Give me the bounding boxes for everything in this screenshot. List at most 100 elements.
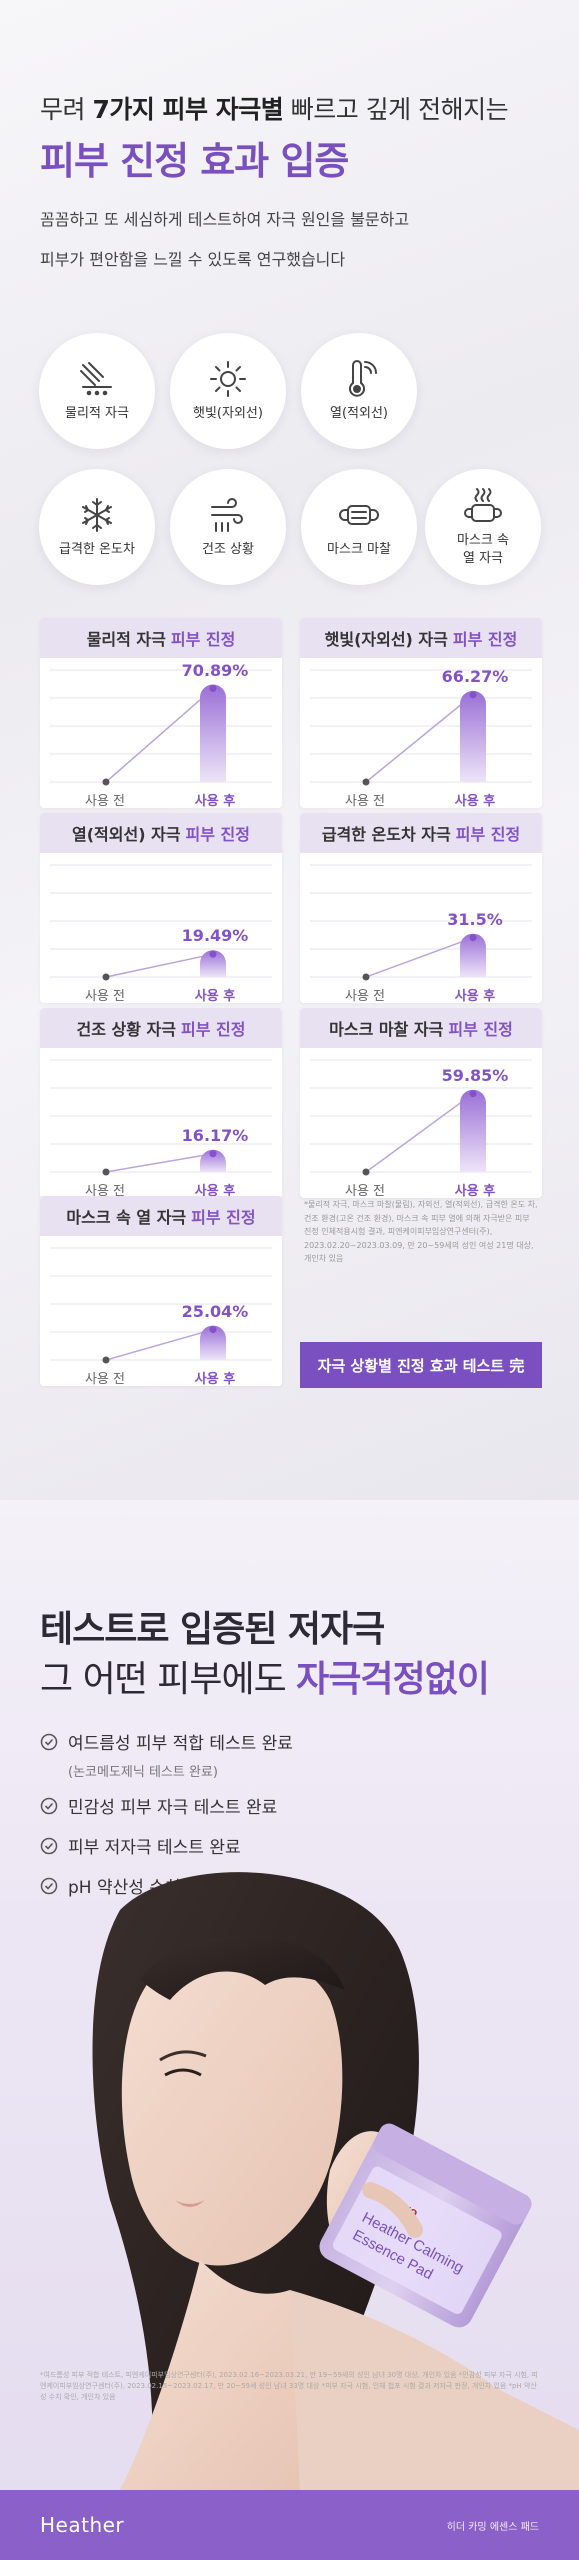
check-circle-icon (40, 1733, 58, 1750)
result-value: 25.04% (181, 1301, 249, 1321)
after-label: 사용 후 (454, 1184, 496, 1198)
result-chart (50, 864, 272, 981)
result-card-title: 급격한 온도차 자극 피부 진정 (300, 813, 542, 853)
test-footnote: *물리적 자극, 마스크 마찰(물림), 자외선, 열(적외선), 급격한 온도… (304, 1200, 538, 1264)
after-bar (460, 933, 486, 977)
check-item: 여드름성 피부 적합 테스트 완료 (40, 1729, 293, 1754)
low-irritation-subtitle: 그 어떤 피부에도 자극걱정없이 (40, 1659, 490, 1700)
after-bar (200, 1325, 226, 1360)
headline-line-1: 무려 7가지 피부 자극별 빠르고 깊게 전해지는 (40, 95, 509, 124)
after-point (469, 691, 477, 699)
after-label: 사용 후 (454, 989, 496, 1003)
mask-heat-icon (464, 488, 502, 523)
stimulus-mask-heat: 마스크 속 열 자극 (425, 469, 541, 585)
trend-line (105, 1328, 214, 1361)
after-label: 사용 후 (194, 794, 236, 808)
trend-line (105, 953, 214, 978)
result-chart (50, 669, 272, 786)
result-card: 마스크 마찰 자극 피부 진정 59.85% 사용 전 사용 후 (300, 1008, 542, 1198)
result-card: 열(적외선) 자극 피부 진정 19.49% 사용 전 사용 후 (40, 813, 282, 1003)
result-card-title: 마스크 마찰 자극 피부 진정 (300, 1008, 542, 1048)
after-point (209, 1326, 217, 1334)
sun-icon (210, 361, 246, 398)
thermometer-icon (349, 360, 377, 397)
result-value: 16.17% (181, 1125, 249, 1145)
snowflake-icon (82, 498, 112, 533)
model-photo: ma:nyo Heather Calming Essence Pad (0, 1870, 579, 2490)
check-item: 민감성 피부 자극 테스트 완료 (40, 1793, 277, 1818)
result-card: 마스크 속 열 자극 피부 진정 25.04% 사용 전 사용 후 (40, 1196, 282, 1386)
check-circle-icon (40, 1877, 58, 1894)
before-point (362, 778, 370, 786)
stimulus-mask-heat-label: 마스크 속 열 자극 (457, 533, 509, 566)
result-card: 건조 상황 자극 피부 진정 16.17% 사용 전 사용 후 (40, 1008, 282, 1198)
check-circle-icon (40, 1837, 58, 1854)
result-card: 햇빛(자외선) 자극 피부 진정 66.27% 사용 전 사용 후 (300, 618, 542, 808)
after-point (209, 685, 217, 693)
before-label: 사용 전 (84, 989, 125, 1003)
after-label: 사용 후 (194, 989, 236, 1003)
result-value: 19.49% (181, 926, 249, 946)
mask-icon (339, 505, 379, 526)
before-label: 사용 전 (344, 794, 385, 808)
after-bar (200, 684, 226, 782)
wind-icon (211, 498, 243, 533)
after-bar (460, 690, 486, 782)
footer-product-name: 히더 카밍 에센스 패드 (446, 2521, 539, 2533)
after-bar (200, 1149, 226, 1172)
result-value: 31.5% (447, 909, 503, 929)
after-label: 사용 후 (194, 1184, 236, 1198)
physical-stimulus-icon (80, 362, 112, 396)
result-chart (310, 864, 532, 981)
trend-line (365, 694, 474, 783)
after-bar (460, 1089, 486, 1172)
check-circle-icon (40, 1797, 58, 1814)
after-point (469, 934, 477, 942)
stimulus-temperature-change: 급격한 온도차 (39, 469, 155, 585)
trend-line (365, 936, 474, 978)
description-line-2: 피부가 편안함을 느낄 수 있도록 연구했습니다 (40, 250, 346, 269)
result-card-title: 열(적외선) 자극 피부 진정 (40, 813, 282, 853)
model-illustration: ma:nyo Heather Calming Essence Pad (92, 1872, 579, 2490)
before-label: 사용 전 (344, 1184, 385, 1198)
before-label: 사용 전 (84, 1372, 125, 1386)
headline-line-2: 피부 진정 효과 입증 (40, 139, 349, 183)
trend-line (105, 687, 214, 783)
result-value: 70.89% (181, 660, 249, 680)
before-point (362, 1168, 370, 1176)
result-chart (310, 1059, 532, 1176)
before-point (362, 973, 370, 981)
description-line-1: 꼼꼼하고 또 세심하게 테스트하여 자극 원인을 불문하고 (40, 210, 410, 229)
result-value: 59.85% (441, 1065, 509, 1085)
result-card: 물리적 자극 피부 진정 70.89% 사용 전 사용 후 (40, 618, 282, 808)
after-point (209, 1150, 217, 1158)
trend-line (365, 1093, 474, 1173)
check-item-sub: (논코메도제닉 테스트 완료) (68, 1765, 218, 1780)
result-card-title: 건조 상황 자극 피부 진정 (40, 1008, 282, 1048)
low-irritation-title: 테스트로 입증된 저자극 (40, 1609, 385, 1650)
result-card-title: 햇빛(자외선) 자극 피부 진정 (300, 618, 542, 658)
result-chart (310, 669, 532, 786)
stimulus-dry: 건조 상황 (170, 469, 286, 585)
before-label: 사용 전 (84, 1184, 125, 1198)
before-label: 사용 전 (84, 794, 125, 808)
stimulus-sunlight: 햇빛(자외선) (170, 333, 286, 449)
before-label: 사용 전 (344, 989, 385, 1003)
before-point (102, 973, 110, 981)
test-complete-banner: 자극 상황별 진정 효과 테스트 完 (300, 1342, 542, 1388)
trend-line (105, 1153, 214, 1173)
result-value: 66.27% (441, 666, 509, 686)
footer-brand: Heather (40, 2513, 125, 2537)
stimulus-heat: 열(적외선) (301, 333, 417, 449)
after-bar (200, 950, 226, 977)
result-chart (50, 1247, 272, 1364)
after-label: 사용 후 (454, 794, 496, 808)
result-card-title: 마스크 속 열 자극 피부 진정 (40, 1196, 282, 1236)
footer-bar: Heather 히더 카밍 에센스 패드 (0, 2490, 579, 2560)
before-point (102, 778, 110, 786)
before-point (102, 1168, 110, 1176)
stimulus-physical: 물리적 자극 (39, 333, 155, 449)
result-card-title: 물리적 자극 피부 진정 (40, 618, 282, 658)
after-point (209, 950, 217, 958)
stimulus-mask-friction: 마스크 마찰 (301, 469, 417, 585)
